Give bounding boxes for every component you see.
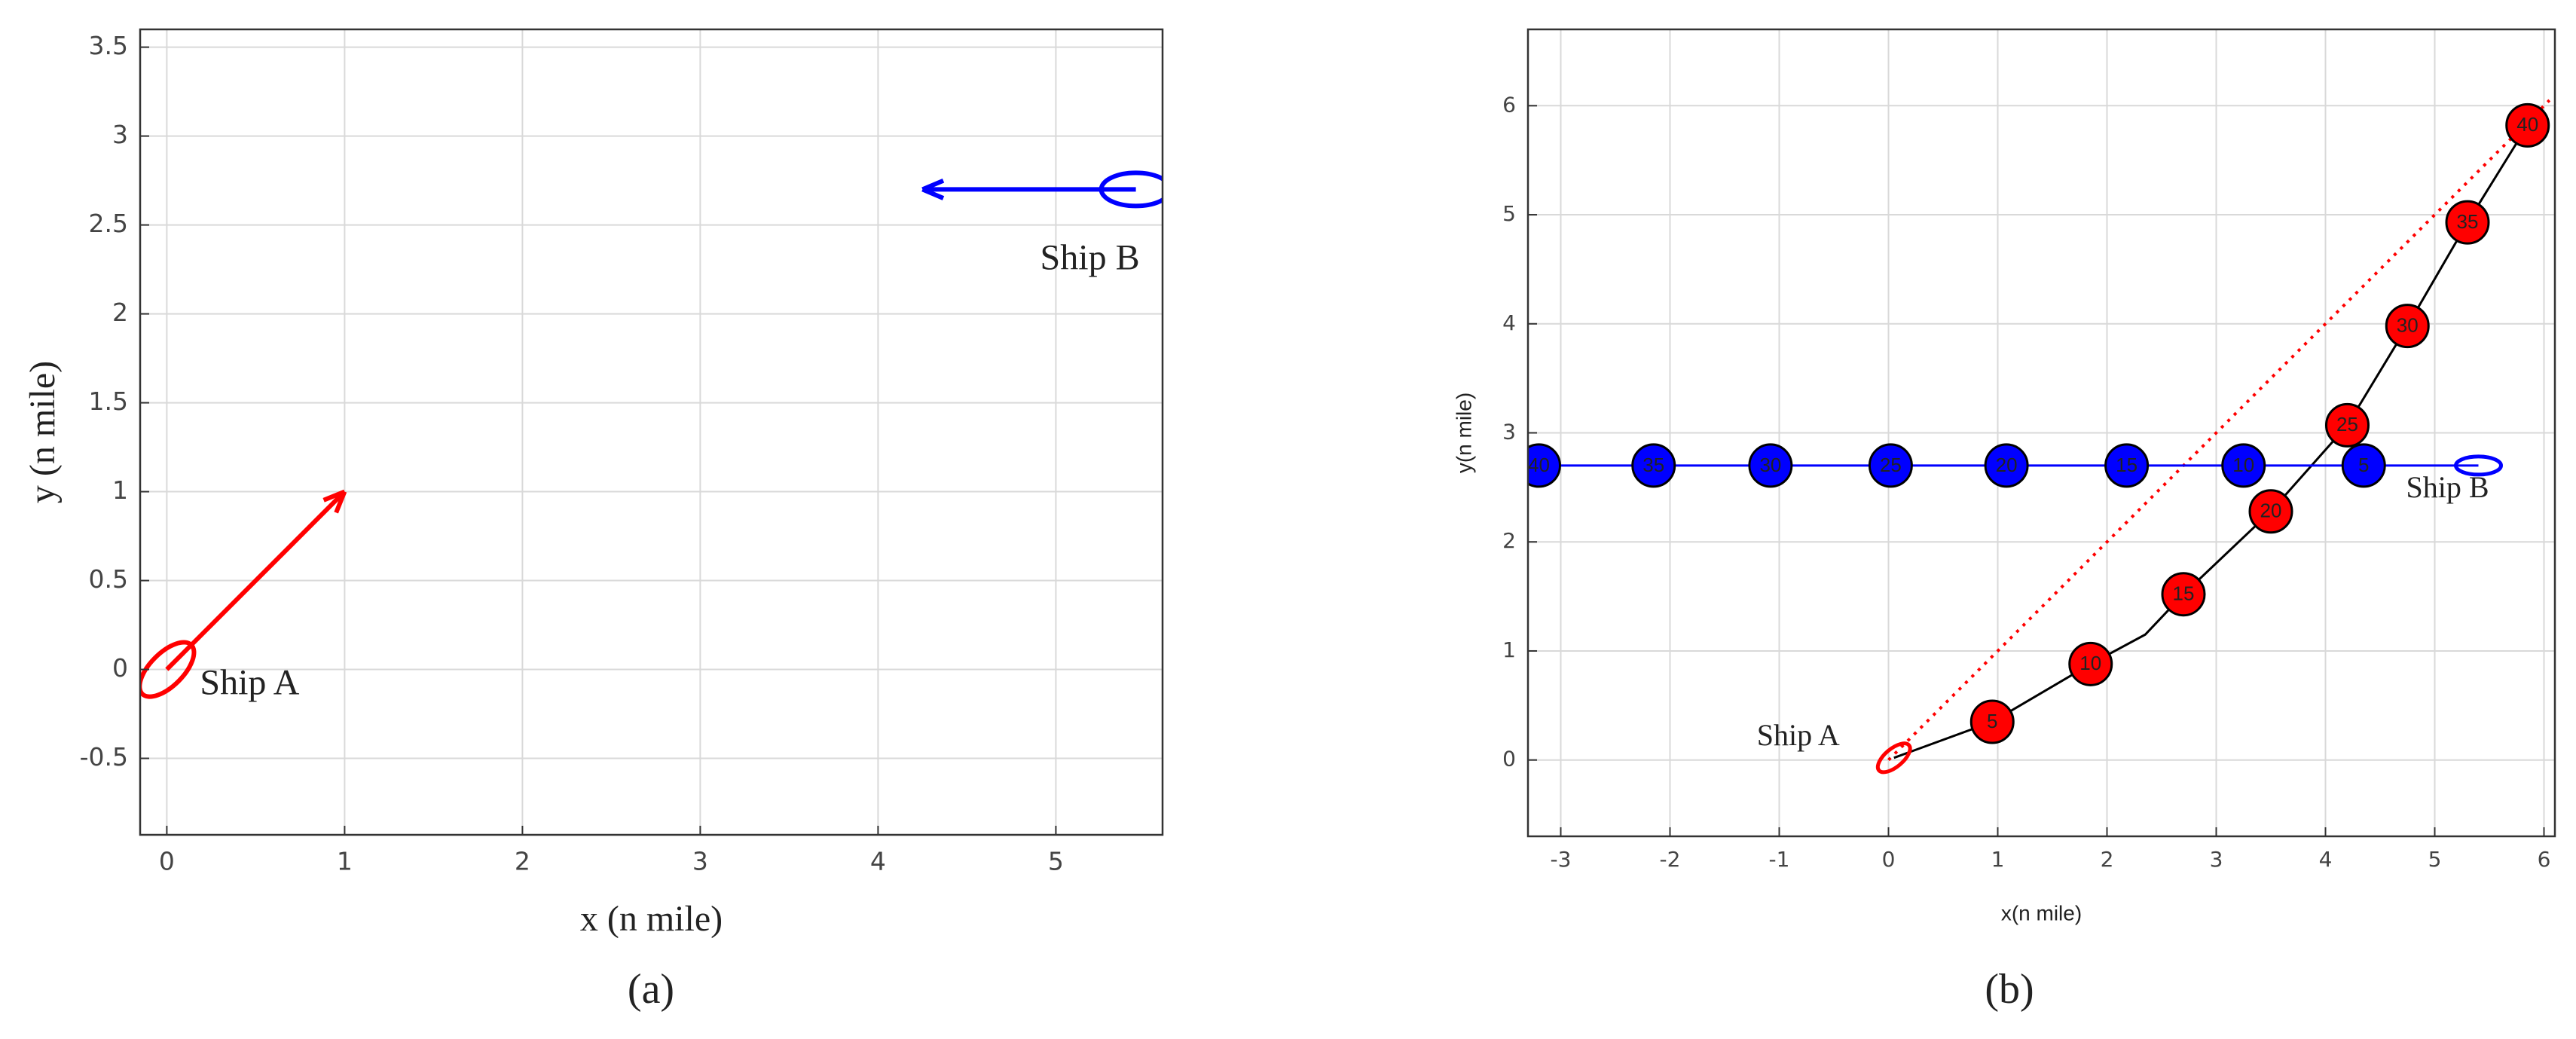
time-label: 5 [1987, 710, 1997, 732]
x-tick-label: -2 [1660, 847, 1681, 872]
ship-label: Ship A [200, 663, 299, 703]
y-tick-label: 0.5 [89, 564, 128, 594]
ship-hull [140, 640, 197, 699]
time-label: 20 [2260, 500, 2282, 522]
y-tick-label: 2 [1502, 528, 1516, 553]
x-axis-label: x(n mile) [2001, 901, 2082, 924]
x-tick-label: -3 [1551, 847, 1572, 872]
time-label: 15 [2116, 454, 2137, 476]
planned-route [1887, 99, 2551, 762]
x-tick-label: 4 [2319, 847, 2333, 872]
ship-label: Ship B [1040, 237, 1140, 277]
y-tick-label: 3 [112, 120, 128, 149]
time-label: 20 [1996, 454, 2018, 476]
y-tick-label: 1 [112, 475, 128, 505]
plot-area [140, 29, 1163, 835]
position-marker [1868, 443, 1913, 488]
time-label: 40 [2516, 113, 2538, 136]
ship-label: Ship B [2406, 470, 2489, 504]
position-marker [2325, 402, 2370, 448]
x-tick-label: -1 [1769, 847, 1790, 872]
time-label: 10 [2079, 652, 2101, 674]
x-tick-label: 4 [870, 847, 886, 876]
position-marker [2341, 443, 2386, 488]
x-tick-label: 1 [1991, 847, 2005, 872]
plot-frame [1526, 28, 2556, 838]
track-line [1893, 124, 2529, 759]
time-label: 25 [1880, 454, 1902, 476]
ship-hull [1875, 741, 1912, 775]
y-tick-label: 6 [1502, 92, 1516, 117]
ship-hull [2454, 454, 2503, 477]
y-tick-label: 0 [112, 653, 128, 683]
position-marker [1969, 699, 2015, 744]
x-tick-label: 3 [692, 847, 708, 876]
time-label: 40 [1528, 454, 1550, 476]
position-marker [2385, 304, 2430, 349]
x-tick-label: 6 [2538, 847, 2551, 872]
position-marker [1984, 443, 2029, 488]
time-label: 30 [1759, 454, 1781, 476]
x-axis-label: x (n mile) [580, 899, 723, 939]
plot-area: 5 10 15 20 25 30 35 40 5 10 15 20 25 30 35 40 [1528, 29, 2555, 836]
plot-frame [139, 28, 1164, 836]
arrow-head [322, 489, 347, 514]
time-label: 10 [2232, 454, 2254, 476]
caption: (a) [628, 966, 674, 1013]
position-marker [1528, 443, 1561, 488]
position-marker [2248, 489, 2293, 534]
y-tick-label: 1.5 [89, 387, 128, 416]
x-tick-label: 0 [1882, 847, 1896, 872]
heading-arrow [165, 490, 347, 671]
time-label: 15 [2173, 582, 2195, 605]
time-label: 25 [2336, 413, 2358, 435]
position-marker [2221, 443, 2266, 488]
y-tick-label: 0 [1502, 747, 1516, 772]
caption: (b) [1985, 966, 2034, 1013]
y-tick-label: 2 [112, 298, 128, 327]
x-tick-label: 3 [2210, 847, 2223, 872]
y-tick-label: 3 [1502, 420, 1516, 445]
time-label: 30 [2397, 314, 2419, 337]
y-axis-label: y (n mile) [23, 361, 63, 503]
position-marker [1631, 443, 1676, 488]
y-tick-label: -0.5 [80, 742, 128, 772]
y-tick-label: 1 [1502, 637, 1516, 662]
position-marker [2505, 102, 2550, 148]
arrow-head [921, 178, 945, 200]
x-tick-label: 0 [159, 847, 175, 876]
position-marker [1748, 443, 1793, 488]
x-tick-label: 2 [2101, 847, 2114, 872]
x-tick-label: 2 [515, 847, 530, 876]
time-label: 35 [1642, 454, 1664, 476]
position-marker [2068, 641, 2113, 686]
position-marker [2161, 572, 2206, 617]
time-label: 5 [2358, 454, 2369, 476]
x-tick-label: 5 [1048, 847, 1064, 876]
position-marker [2445, 200, 2490, 245]
y-tick-label: 2.5 [89, 209, 128, 238]
y-tick-label: 3.5 [89, 31, 128, 60]
x-tick-label: 1 [337, 847, 353, 876]
y-tick-label: 5 [1502, 201, 1516, 226]
time-label: 35 [2457, 210, 2479, 233]
ship-hull [1099, 170, 1163, 209]
y-tick-label: 4 [1502, 310, 1516, 335]
ship-label: Ship A [1757, 718, 1840, 752]
position-marker [2104, 443, 2150, 488]
y-axis-label: y(n mile) [1452, 393, 1475, 473]
x-tick-label: 5 [2428, 847, 2442, 872]
